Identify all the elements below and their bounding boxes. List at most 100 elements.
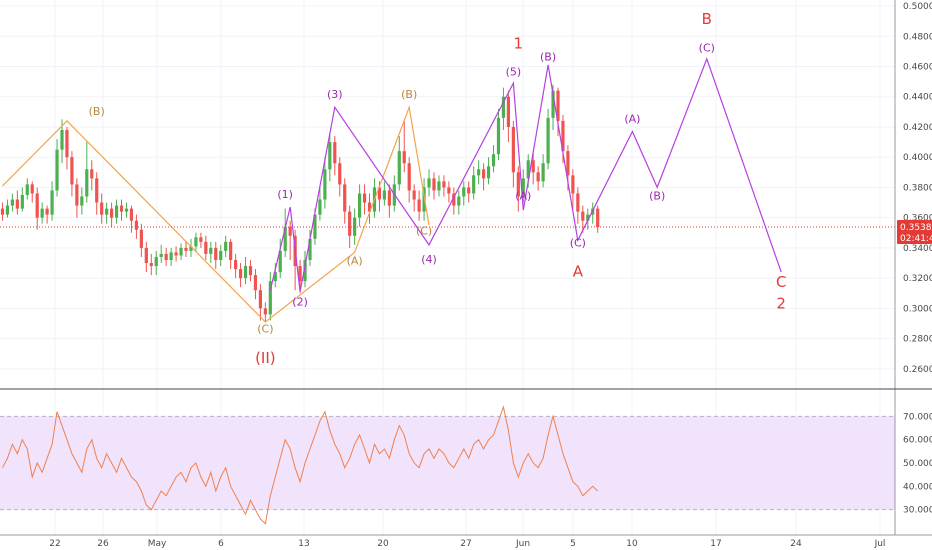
candle-body [531,160,535,173]
candle-body [447,187,451,194]
purple-wave-label: (3) [327,88,343,101]
candle-body [159,253,163,257]
candle-body [189,246,193,251]
candle-body [209,247,213,254]
candle-body [129,208,134,221]
candle-body [248,266,253,276]
candle-body [328,142,332,170]
candle-body [0,208,5,215]
wave-labels: (B) (C) (A) (B) (C) (1) (2) (3) (4) (5) (A) (B) (C) (… [89,10,787,367]
candles [0,84,600,322]
time-tick-label: 10 [626,539,638,549]
candle-body [467,187,471,194]
purple-wave-label: (A) [515,190,531,203]
candle-body [95,178,99,203]
candle-body [204,241,208,254]
candle-body [124,208,129,212]
candle-body [219,250,223,260]
orange-wave-label: (A) [347,255,363,268]
candle-body [273,272,277,282]
candle-body [114,205,119,218]
candle-body [338,163,342,185]
candle-body [263,308,267,315]
time-axis: 22 26 May 6 13 20 27 Jun 5 10 17 24 Jul [0,534,932,549]
red-wave-label: B [702,10,712,28]
purple-wave-label: (4) [421,253,437,266]
candle-body [596,208,600,228]
candle-body [417,199,421,212]
candle-body [15,199,19,209]
candle-body [60,129,64,150]
candle-body [452,193,456,206]
candle-body [288,226,292,236]
candle-body [477,169,481,176]
candle-body [541,163,545,182]
candle-body [20,194,24,209]
candle-body [496,117,501,155]
candle-body [506,96,510,127]
candle-body [303,259,307,282]
candle-body [412,190,416,200]
candle-body [35,193,39,218]
candle-body [442,181,446,188]
time-tick-label: 22 [49,539,60,549]
candle-body [283,226,287,251]
candle-body [149,263,153,267]
candle-body [491,154,496,167]
candle-body [278,250,282,273]
countdown-timer: 02:41:43 [900,234,932,244]
candle-body [80,196,84,206]
time-tick-label: 6 [218,539,224,549]
candle-body [164,253,168,260]
candle-body [462,187,466,197]
candle-body [367,202,372,212]
price-panel: 0.2600 0.2800 0.3000 0.3200 0.3400 0.3600 0.38… [0,0,932,535]
candle-body [318,199,322,215]
candle-body [432,178,436,191]
time-tick-label: May [148,539,167,549]
candle-body [258,290,262,309]
candle-body [457,196,461,206]
time-tick-label: Jul [874,539,886,549]
candle-body [546,117,550,164]
candle-body [526,160,530,179]
price-tick-label: 0.3400 [903,244,932,254]
red-wave-label: 2 [776,294,786,312]
candle-body [521,178,525,197]
candle-body [90,169,94,179]
candle-body [343,184,347,212]
price-tick-label: 0.3200 [903,274,932,284]
last-price-tag [897,220,932,245]
candle-body [174,252,178,256]
oscillator-band [0,415,895,511]
candle-body [377,187,382,200]
candle-body [407,163,411,191]
last-price-value: 0.3538 [900,223,932,233]
candle-body [154,256,158,267]
candle-body [536,172,540,182]
candle-body [234,259,238,270]
candle-body [437,181,441,191]
candle-body [387,190,391,206]
purple-wave-line [269,57,782,292]
candle-body [30,184,34,194]
purple-wave-label: (C) [699,41,715,54]
candle-body [40,208,44,218]
candle-body [482,169,486,179]
candle-body [184,247,188,251]
candle-body [586,214,590,221]
candle-body [65,129,69,158]
purple-wave-label: (C) [570,236,586,249]
orange-wave-label: (B) [401,88,417,101]
candle-body [402,151,406,164]
candle-body [333,142,337,164]
candle-body [105,208,109,215]
orange-wave-label: (C) [257,323,273,336]
candle-body [134,220,138,230]
candle-body [179,247,183,256]
candle-body [382,190,386,200]
